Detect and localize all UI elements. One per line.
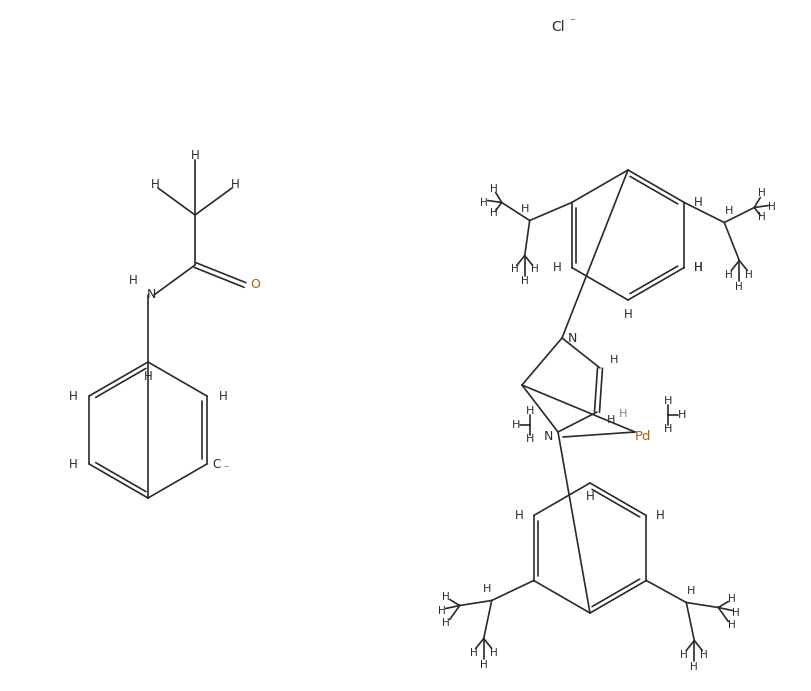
Text: H: H	[677, 410, 685, 420]
Text: Cl: Cl	[551, 20, 564, 34]
Text: H: H	[489, 647, 497, 658]
Text: H: H	[510, 265, 518, 274]
Text: H: H	[470, 647, 477, 658]
Text: H: H	[618, 409, 626, 419]
Text: H: H	[441, 618, 449, 629]
Text: H: H	[663, 396, 672, 406]
Text: H: H	[526, 434, 534, 444]
Text: H: H	[479, 198, 487, 207]
Text: N: N	[543, 430, 552, 444]
Text: H: H	[700, 650, 707, 659]
Text: H: H	[520, 276, 528, 287]
Text: C: C	[212, 457, 221, 471]
Text: N: N	[146, 289, 156, 301]
Text: H: H	[663, 424, 672, 434]
Text: H: H	[724, 205, 732, 216]
Text: H: H	[757, 189, 766, 198]
Text: H: H	[693, 196, 702, 209]
Text: H: H	[489, 184, 497, 193]
Text: H: H	[515, 509, 523, 522]
Text: ⁻: ⁻	[223, 464, 228, 474]
Text: H: H	[727, 621, 736, 630]
Text: H: H	[482, 583, 491, 594]
Text: H: H	[623, 307, 632, 321]
Text: H: H	[150, 178, 159, 191]
Text: H: H	[69, 457, 77, 471]
Text: H: H	[218, 390, 227, 402]
Text: H: H	[489, 207, 497, 218]
Text: H: H	[606, 415, 615, 425]
Text: H: H	[479, 659, 487, 670]
Text: H: H	[693, 261, 702, 274]
Text: H: H	[693, 261, 702, 274]
Text: H: H	[689, 661, 697, 672]
Text: H: H	[526, 406, 534, 416]
Text: H: H	[727, 594, 736, 605]
Text: H: H	[441, 592, 449, 603]
Text: H: H	[511, 420, 520, 430]
Text: N: N	[567, 332, 576, 345]
Text: H: H	[767, 202, 775, 213]
Text: H: H	[686, 585, 695, 596]
Text: H: H	[609, 355, 617, 365]
Text: H: H	[144, 370, 152, 383]
Text: H: H	[520, 204, 528, 214]
Text: H: H	[744, 269, 753, 279]
Text: H: H	[655, 509, 664, 522]
Text: ⁻: ⁻	[569, 17, 574, 27]
Text: O: O	[250, 278, 260, 292]
Text: H: H	[69, 390, 77, 402]
Text: H: H	[732, 607, 740, 618]
Text: H: H	[680, 650, 687, 659]
Text: H: H	[230, 178, 239, 191]
Text: H: H	[530, 265, 538, 274]
Text: H: H	[128, 274, 137, 287]
Text: H: H	[585, 491, 594, 504]
Text: H: H	[552, 261, 561, 274]
Text: Pd: Pd	[634, 430, 650, 444]
Text: H: H	[437, 605, 445, 616]
Text: H: H	[735, 281, 742, 292]
Text: H: H	[191, 149, 200, 162]
Text: H: H	[724, 269, 732, 279]
Text: H: H	[757, 213, 766, 223]
